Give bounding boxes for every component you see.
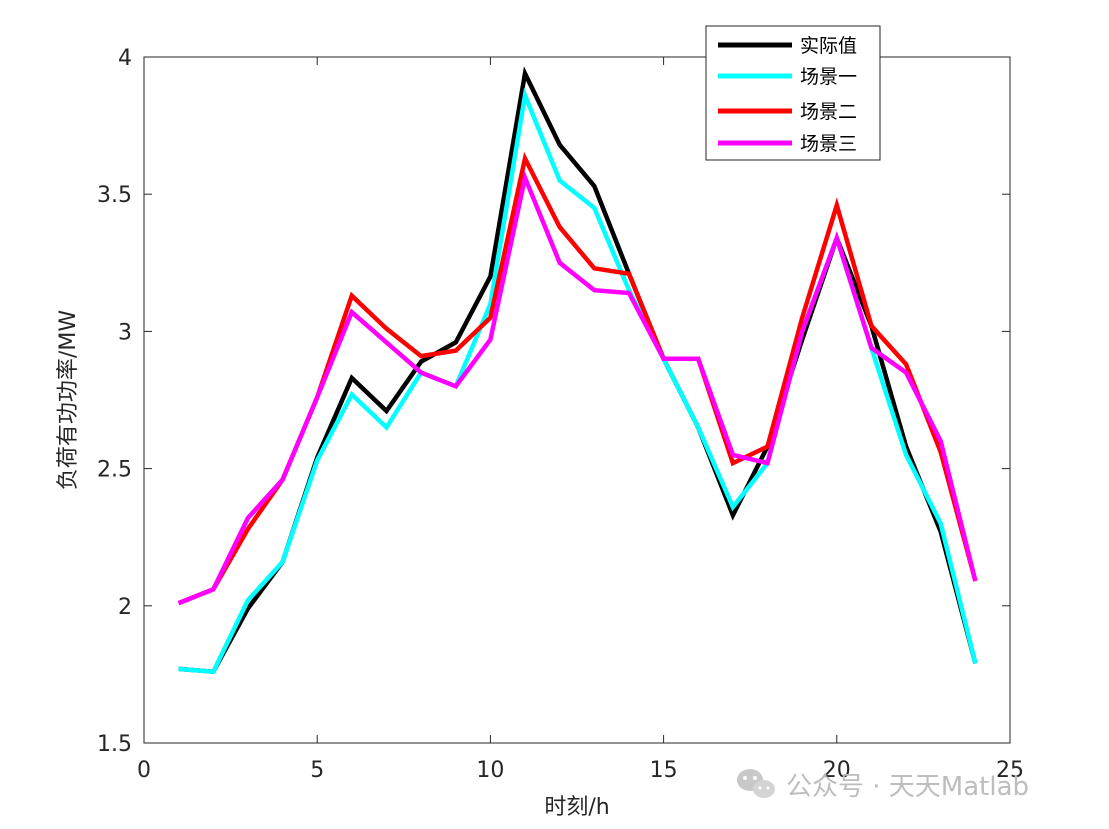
legend-item-scenario-3: 场景三 [718,133,857,155]
series-layer [177,66,978,675]
y-tick-label: 1.5 [97,732,132,757]
legend: 实际值 场景一 场景二 场景三 [705,25,881,161]
legend-box [705,25,881,161]
y-axis-label: 负荷有功功率/MW [56,310,81,490]
wechat-icon [737,769,775,798]
watermark-text: 公众号 · 天天Matlab [786,772,1029,802]
x-tick-label: 5 [310,758,324,783]
legend-label-actual: 实际值 [800,35,857,57]
tick-layer: 0 5 10 15 20 25 1.5 2 2.5 3 3.5 4 [97,46,1024,783]
legend-item-scenario-1: 场景一 [718,66,857,88]
x-tick-label: 25 [996,758,1024,783]
axis-label-layer: 时刻/h 负荷有功功率/MW [56,310,610,820]
x-tick-label: 10 [476,758,504,783]
plot-area [143,56,1011,744]
y-tick-label: 4 [118,46,132,71]
x-tick-label: 0 [137,758,151,783]
legend-label-scenario-1: 场景一 [800,66,857,88]
x-tick-label: 15 [650,758,678,783]
series-line-4 [177,170,978,606]
y-tick-label: 2.5 [97,458,132,483]
legend-label-scenario-3: 场景三 [800,133,857,155]
y-tick-label: 3.5 [97,183,132,208]
legend-item-scenario-2: 场景二 [718,101,857,123]
watermark: 公众号 · 天天Matlab [737,769,1029,802]
legend-item-actual: 实际值 [718,35,857,57]
y-tick-label: 2 [118,595,132,620]
x-axis-label: 时刻/h [544,795,609,820]
y-tick-label: 3 [118,320,132,345]
legend-label-scenario-2: 场景二 [800,101,857,123]
x-tick-label: 20 [823,758,851,783]
